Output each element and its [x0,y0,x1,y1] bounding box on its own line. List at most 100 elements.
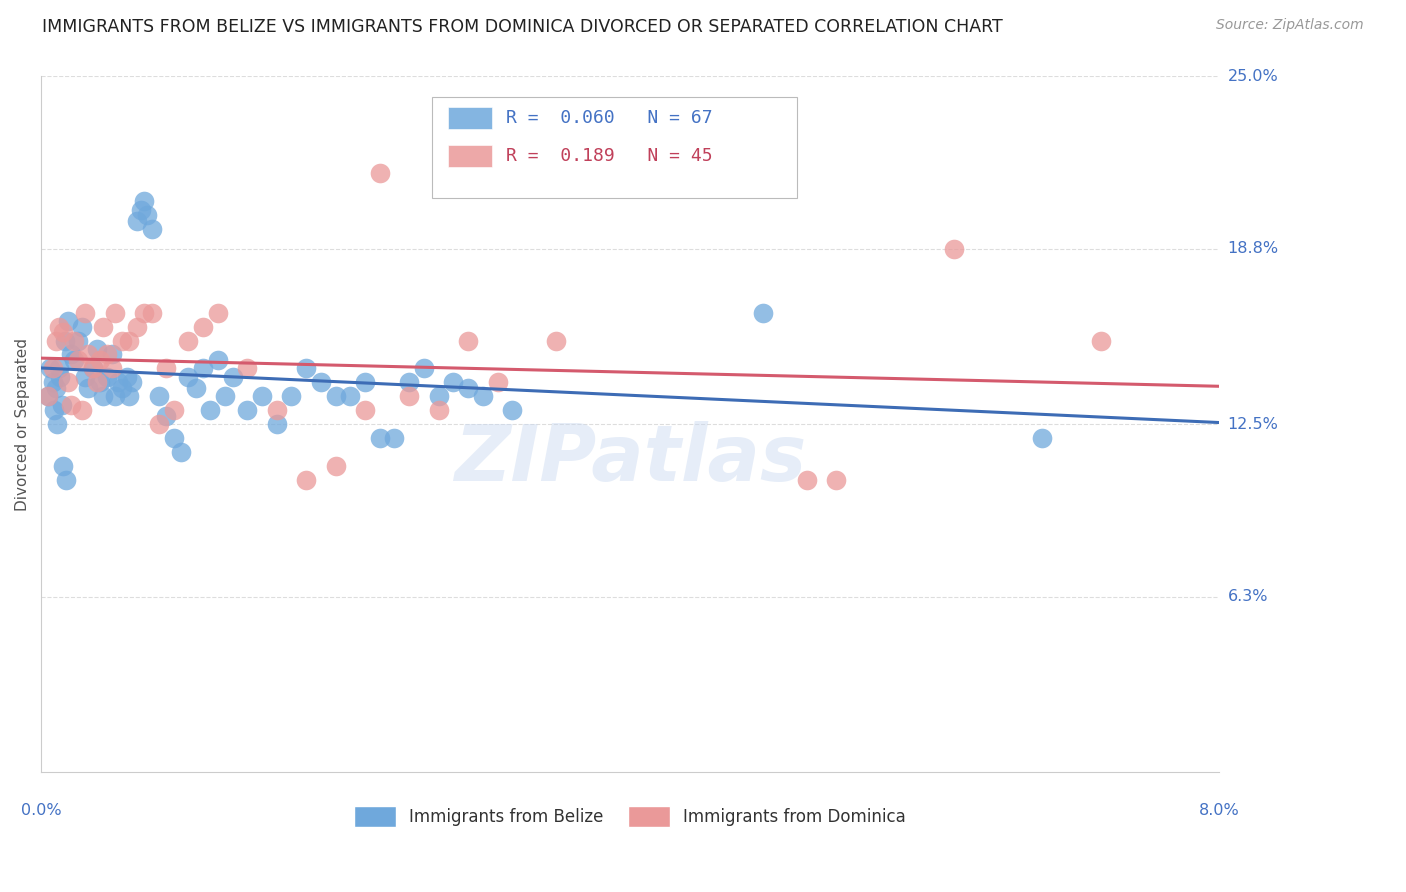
Y-axis label: Divorced or Separated: Divorced or Separated [15,337,30,510]
Point [295,361,318,376]
Point [107,376,129,390]
Point [75,306,97,320]
Point [1090,334,1112,348]
Point [111,381,134,395]
Point [52,458,75,473]
Point [59,347,82,361]
Point [125,319,148,334]
Point [91,319,114,334]
Text: 0.0%: 0.0% [21,803,62,818]
Point [82,361,104,376]
Point [77,347,100,361]
Point [398,389,420,403]
Point [104,306,127,320]
Point [384,431,406,445]
Point [141,306,163,320]
Point [207,306,229,320]
Point [266,403,288,417]
Point [121,376,143,390]
Point [1031,431,1053,445]
FancyBboxPatch shape [432,97,797,198]
Point [413,361,436,376]
Point [86,376,108,390]
Point [55,473,77,487]
Point [501,403,523,417]
Text: 12.5%: 12.5% [1227,417,1278,432]
Point [86,342,108,356]
Point [162,431,184,445]
Point [42,376,65,390]
Point [89,376,111,390]
Point [37,389,59,403]
Point [75,369,97,384]
Point [59,398,82,412]
Point [56,314,79,328]
Point [486,376,509,390]
FancyBboxPatch shape [447,107,492,129]
Point [309,376,332,390]
Point [546,334,568,348]
Point [191,319,214,334]
Point [398,376,420,390]
Text: R =  0.189   N = 45: R = 0.189 N = 45 [506,147,713,165]
Point [39,361,62,376]
Point [111,334,134,348]
Text: IMMIGRANTS FROM BELIZE VS IMMIGRANTS FROM DOMINICA DIVORCED OR SEPARATED CORRELA: IMMIGRANTS FROM BELIZE VS IMMIGRANTS FRO… [42,18,1002,36]
Point [46,417,69,431]
Point [53,334,76,348]
Point [162,403,184,417]
Point [104,389,127,403]
Point [221,369,243,384]
Point [51,398,73,412]
Point [325,458,347,473]
Point [37,389,59,403]
Point [339,389,361,403]
Point [62,334,84,348]
Point [214,389,236,403]
Point [62,353,84,368]
Point [427,403,450,417]
Point [200,403,222,417]
Point [148,417,170,431]
Point [66,353,89,368]
Point [457,334,479,348]
Legend: Immigrants from Belize, Immigrants from Dominica: Immigrants from Belize, Immigrants from … [347,799,912,833]
Point [207,353,229,368]
Text: 6.3%: 6.3% [1227,589,1268,604]
Text: 8.0%: 8.0% [1199,803,1240,818]
FancyBboxPatch shape [447,145,492,167]
Point [427,389,450,403]
Point [56,376,79,390]
Point [368,431,391,445]
Text: ZIPatlas: ZIPatlas [454,421,806,497]
Point [115,369,138,384]
Point [125,214,148,228]
Point [89,353,111,368]
Point [134,306,156,320]
Point [796,473,818,487]
Point [368,166,391,180]
Point [457,381,479,395]
Point [354,403,377,417]
Text: Source: ZipAtlas.com: Source: ZipAtlas.com [1216,18,1364,32]
Point [72,403,94,417]
Point [48,361,70,376]
Point [129,202,152,217]
Point [134,194,156,209]
Point [250,389,273,403]
Point [184,381,207,395]
Point [295,473,318,487]
Point [825,473,848,487]
Point [45,381,67,395]
Point [82,361,104,376]
Point [118,389,141,403]
Point [141,222,163,236]
Point [943,242,966,256]
Point [49,369,72,384]
Point [96,369,118,384]
Point [148,389,170,403]
Point [177,334,200,348]
Point [66,334,89,348]
Point [236,361,259,376]
Point [170,445,193,459]
